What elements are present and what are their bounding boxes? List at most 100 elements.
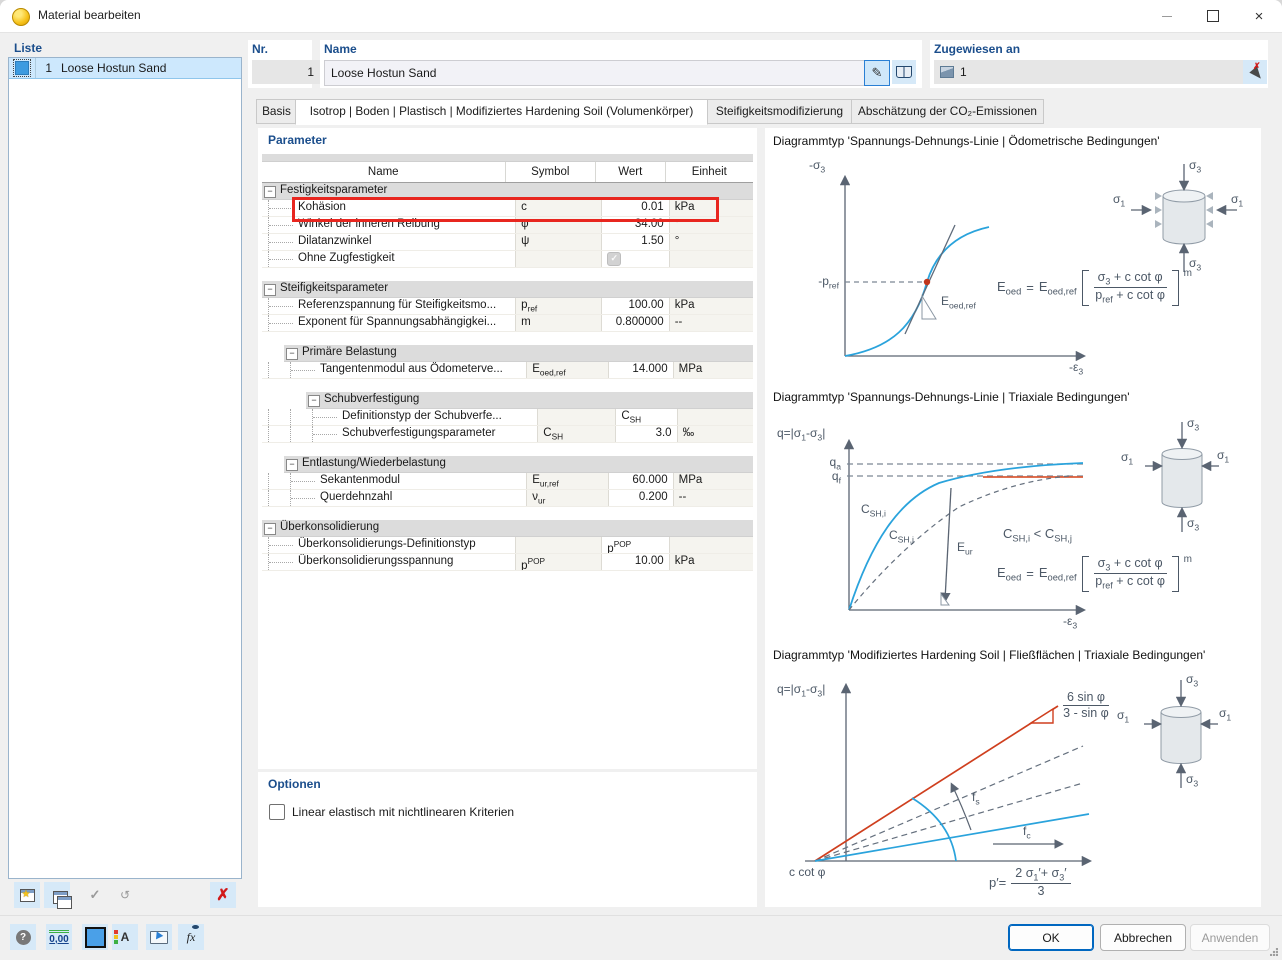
param-name-cell: Winkel der inneren Reibung (262, 217, 516, 233)
cyl2-sigma1-right: σ1 (1217, 448, 1230, 465)
param-group-row: − Festigkeitsparameter (262, 183, 753, 200)
nr-label: Nr. (252, 42, 269, 56)
table-row[interactable]: Dilatanzwinkel ψ 1.50 ° (262, 234, 754, 251)
display-properties-button[interactable]: A (112, 924, 138, 950)
cyl3-sigma3-top: σ3 (1186, 672, 1199, 689)
table-row[interactable]: Überkonsolidierungsspannung pPOP 10.00 kPa (262, 554, 754, 571)
table-row[interactable]: Überkonsolidierungs-Definitionstyp pPOP (262, 537, 754, 554)
table-row[interactable]: Tangentenmodul aus Ödometerve... Eoed,ref… (262, 362, 753, 379)
app-icon (12, 8, 30, 26)
c-cot-phi-label: c cot φ (789, 865, 826, 879)
param-value-cell[interactable]: 100.00 (601, 298, 669, 314)
eoed-ref-label: Eoed,ref (941, 294, 976, 311)
param-name-cell: Querdehnzahl (262, 490, 527, 506)
undo-check-icon: ↺ (119, 888, 131, 902)
param-value-cell[interactable]: 0.200 (608, 490, 673, 506)
collapse-icon[interactable]: − (264, 186, 276, 198)
ok-button[interactable]: OK (1008, 924, 1094, 951)
collapse-icon[interactable]: − (264, 523, 276, 535)
param-symbol-cell (515, 537, 602, 553)
param-unit-cell: kPa (668, 200, 754, 216)
table-row[interactable]: Winkel der inneren Reibung φ 34.00 ° (262, 217, 754, 234)
group-name: Steifigkeitsparameter (280, 282, 389, 294)
param-unit-cell (668, 251, 754, 267)
name-input[interactable]: Loose Hostun Sand (324, 60, 872, 86)
close-icon: × (1254, 7, 1264, 25)
tab-isotrop-hardening-soil[interactable]: Isotrop | Boden | Plastisch | Modifizier… (295, 99, 708, 125)
rendering-button[interactable] (146, 924, 172, 950)
new-material-button[interactable]: ★ (14, 882, 40, 908)
column-wert: Wert (594, 162, 665, 182)
tab-steifigkeitsmodifizierung[interactable]: Steifigkeitsmodifizierung (706, 99, 853, 124)
param-value-cell[interactable]: ✓ (601, 251, 669, 267)
resize-grip[interactable] (1270, 948, 1278, 956)
param-value-cell[interactable]: 10.00 (601, 554, 669, 570)
linear-elastic-option[interactable]: Linear elastisch mit nichtlinearen Krite… (269, 804, 514, 820)
param-value-cell[interactable]: 14.000 (608, 362, 673, 378)
param-value-cell[interactable]: 3.0 (615, 426, 677, 442)
param-unit-cell: ° (668, 217, 754, 233)
param-symbol-cell: ψ (515, 234, 602, 250)
diagram2-y-axis-label: q=|σ1-σ3| (777, 426, 826, 443)
param-value-cell[interactable]: 0.01 (601, 200, 669, 216)
parameter-table-body: − Festigkeitsparameter Kohäsion c 0.01 kPa Win… (262, 183, 754, 571)
table-row[interactable]: Querdehnzahl νur 0.200 -- (262, 490, 753, 507)
minimize-button[interactable] (1144, 0, 1190, 32)
collapse-icon[interactable]: − (286, 459, 298, 471)
checkbox-icon[interactable] (269, 804, 285, 820)
table-row[interactable]: Ohne Zugfestigkeit ✓ (262, 251, 754, 268)
table-row[interactable]: Schubverfestigungsparameter CSH 3.0 ‰ (262, 426, 753, 443)
param-value-cell[interactable]: 1.50 (601, 234, 669, 250)
param-value-cell[interactable]: pPOP (601, 537, 669, 553)
table-row[interactable]: Definitionstyp der Schubverfe... CSH (262, 409, 753, 426)
list-item[interactable]: 1 Loose Hostun Sand (9, 58, 241, 79)
solid-cube-icon (940, 66, 954, 78)
param-unit-cell: MPa (672, 362, 753, 378)
option-label: Linear elastisch mit nichtlinearen Krite… (292, 805, 515, 819)
param-value-cell[interactable]: 34.00 (601, 217, 669, 233)
copy-material-button[interactable] (44, 882, 72, 909)
collapse-icon[interactable]: − (286, 348, 298, 360)
tab-basis[interactable]: Basis (256, 99, 297, 124)
table-row[interactable]: Exponent für Spannungsabhängigkei... m 0.8… (262, 315, 754, 332)
checked-checkbox-icon[interactable]: ✓ (607, 252, 622, 266)
triaxial-formula: Eoed = Eoed,ref σ3 + c cot φ pref + c cot φ… (997, 554, 1192, 592)
param-group-row: − Primäre Belastung (284, 345, 753, 362)
collapse-icon[interactable]: − (308, 395, 320, 407)
param-name-cell: Definitionstyp der Schubverfe... (262, 409, 538, 425)
formula-button[interactable]: fx (178, 924, 204, 950)
table-row[interactable]: Sekantenmodul Eur,ref 60.000 MPa (262, 473, 753, 490)
rename-button[interactable]: ✎ (864, 60, 890, 86)
select-all-checks-button[interactable]: ✓ (82, 882, 108, 908)
param-unit-cell (668, 537, 754, 553)
param-spacer-row (262, 332, 753, 345)
color-button[interactable] (82, 924, 108, 950)
pref-label: -pref (818, 274, 839, 291)
decimal-places-button[interactable]: 0,00 (46, 924, 72, 950)
tab-co2-emissionen[interactable]: Abschätzung der CO₂-Emissionen (851, 99, 1044, 124)
maximize-button[interactable] (1190, 0, 1236, 32)
collapse-icon[interactable]: − (264, 284, 276, 296)
reset-checks-button[interactable]: ↺ (112, 882, 138, 908)
help-button[interactable]: ? (10, 924, 36, 950)
csh-i-label: CSH,i (861, 502, 886, 519)
param-name-cell: Kohäsion (262, 200, 516, 216)
select-objects-button[interactable]: ✗ (1243, 60, 1267, 84)
apply-button[interactable]: Anwenden (1190, 924, 1270, 951)
param-value-cell[interactable]: CSH (615, 409, 677, 425)
close-button[interactable]: × (1236, 0, 1282, 32)
param-unit-cell: MPa (672, 473, 753, 489)
library-button[interactable] (892, 60, 916, 84)
assigned-label: Zugewiesen an (934, 42, 1021, 56)
param-value-cell[interactable]: 0.800000 (601, 315, 669, 331)
delete-material-button[interactable]: ✗ (210, 882, 236, 908)
cyl3-sigma1-left: σ1 (1117, 708, 1130, 725)
table-row[interactable]: Kohäsion c 0.01 kPa (262, 197, 754, 222)
options-heading: Optionen (268, 777, 321, 791)
table-row[interactable]: Referenzspannung für Steifigkeitsmo... pr… (262, 298, 754, 315)
cancel-button[interactable]: Abbrechen (1100, 924, 1186, 951)
param-unit-cell (676, 409, 753, 425)
param-value-cell[interactable]: 60.000 (608, 473, 673, 489)
